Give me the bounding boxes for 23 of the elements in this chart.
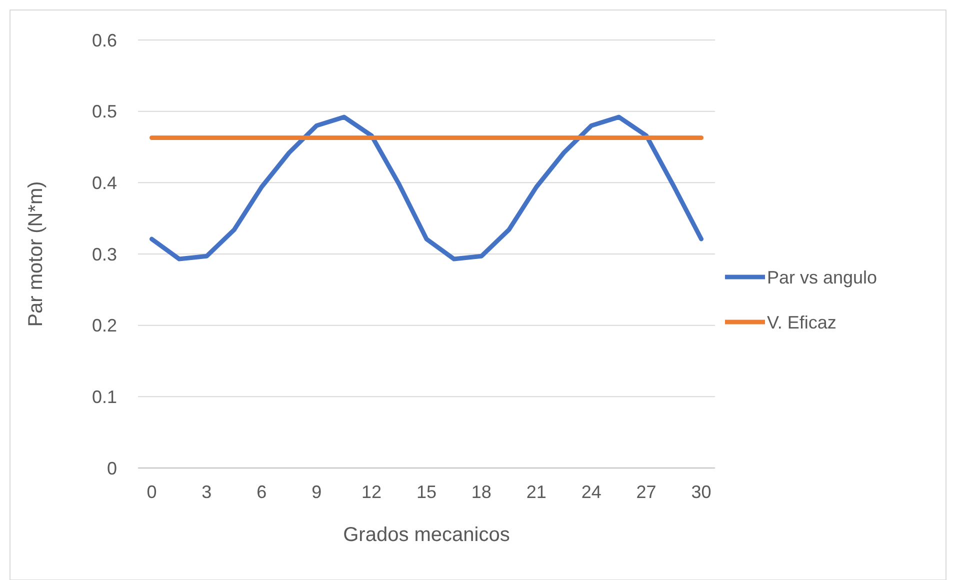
x-tick-label: 21 — [526, 482, 546, 502]
line-series — [149, 114, 704, 262]
y-tick-label: 0 — [106, 458, 117, 478]
y-tick-label: 0.1 — [92, 386, 117, 407]
y-tick-label: 0.3 — [92, 244, 117, 264]
x-axis-title: Grados mecanicos — [343, 524, 510, 546]
x-tick-label: 3 — [202, 482, 212, 502]
x-tick-label: 0 — [146, 482, 157, 502]
y-tick-label: 0.4 — [92, 172, 117, 193]
legend-label: Par vs angulo — [767, 267, 878, 288]
x-tick-label: 27 — [636, 482, 656, 502]
y-axis-title: Par motor (N*m) — [25, 181, 47, 327]
y-tick-label: 0.6 — [92, 30, 117, 50]
y-tick-label: 0.2 — [92, 316, 117, 336]
x-tick-label: 12 — [362, 482, 382, 502]
x-tick-label: 15 — [416, 482, 437, 502]
x-tick-label: 18 — [471, 482, 492, 502]
x-tick-label: 6 — [256, 482, 267, 502]
x-tick-label: 9 — [312, 482, 322, 502]
y-tick-label: 0.5 — [92, 102, 117, 122]
x-tick-label: 24 — [581, 482, 602, 502]
legend-label: V. Eficaz — [767, 312, 836, 332]
x-tick-label: 30 — [691, 482, 712, 502]
